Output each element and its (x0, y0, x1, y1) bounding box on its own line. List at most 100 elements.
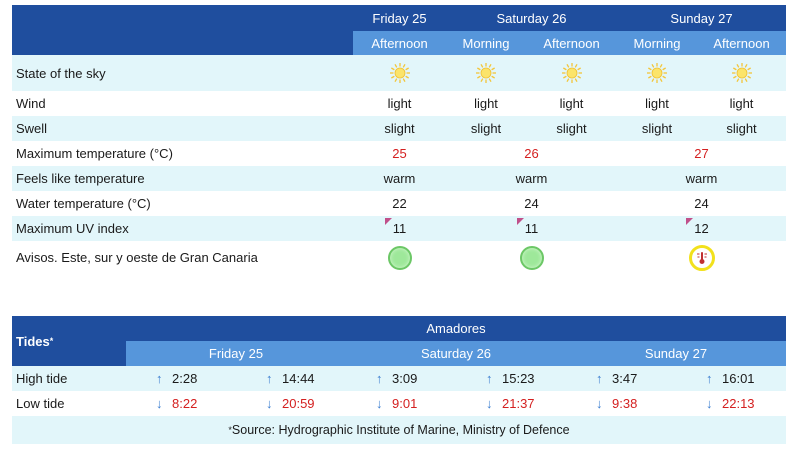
high-tide-time: 15:23 (502, 371, 535, 386)
low-tide-cell: ↓ 20:59 (236, 391, 346, 416)
arrow-up-icon: ↑ (596, 371, 603, 386)
row-label: Water temperature (°C) (16, 196, 151, 211)
high-tide-time: 2:28 (172, 371, 198, 386)
sun-icon[interactable] (475, 62, 497, 84)
row-label: Wind (16, 96, 46, 111)
uv-value[interactable]: 11 (384, 218, 407, 236)
thermometer-icon (696, 252, 707, 264)
uv-value[interactable]: 11 (516, 218, 539, 236)
arrow-up-icon: ↑ (376, 371, 383, 386)
sun-icon[interactable] (389, 62, 411, 84)
warning-cell (446, 241, 617, 275)
period-header: Morning (617, 31, 697, 55)
tides-day-header: Sunday 27 (566, 341, 786, 366)
source-footnote-mark: * (228, 425, 232, 435)
high-tide-cell: ↑ 2:28 (126, 366, 236, 391)
row-max-temperature: Maximum temperature (°C) (12, 141, 786, 166)
tides-day-header: Friday 25 (126, 341, 346, 366)
period-header: Morning (446, 31, 526, 55)
max-temp-value: 27 (694, 146, 709, 161)
sun-icon[interactable] (561, 62, 583, 84)
row-label: State of the sky (16, 65, 106, 81)
row-high-tide: High tide (12, 366, 786, 391)
water-temp-value: 24 (524, 196, 539, 211)
row-label: High tide (16, 371, 68, 386)
arrow-down-icon: ↓ (596, 396, 603, 411)
row-swell: Swell (12, 116, 786, 141)
max-temp-value: 26 (524, 146, 539, 161)
swell-value: slight (726, 121, 757, 136)
arrow-up-icon: ↑ (486, 371, 493, 386)
high-tide-time: 16:01 (722, 371, 755, 386)
period-header: Afternoon (353, 31, 446, 55)
feels-value: warm (685, 171, 718, 186)
row-feels-like: Feels like temperature (12, 166, 786, 191)
low-tide-time: 9:38 (612, 396, 638, 411)
low-tide-cell: ↓ 22:13 (676, 391, 786, 416)
sky-cell (526, 55, 617, 91)
wind-value: light (559, 96, 584, 111)
sun-icon[interactable] (646, 62, 668, 84)
row-label: Maximum UV index (16, 221, 129, 236)
uv-number: 11 (524, 221, 539, 236)
arrow-up-icon: ↑ (266, 371, 273, 386)
tides-day-header: Saturday 26 (346, 341, 566, 366)
period-header: Afternoon (526, 31, 617, 55)
row-wind: Wind (12, 91, 786, 116)
source-text: Source: Hydrographic Institute of Marine… (231, 423, 570, 437)
high-tide-cell: ↑ 3:47 (566, 366, 676, 391)
water-temp-value: 22 (392, 196, 407, 211)
feels-value: warm (383, 171, 416, 186)
uv-number: 11 (392, 221, 407, 236)
wind-value: light (729, 96, 754, 111)
wind-value: light (645, 96, 669, 111)
arrow-up-icon: ↑ (706, 371, 713, 386)
green-warning-icon[interactable] (519, 246, 544, 270)
row-label: Low tide (16, 396, 65, 411)
low-tide-time: 22:13 (722, 396, 755, 411)
warning-cell (617, 241, 786, 275)
tides-title-text: Tides (16, 333, 50, 349)
swell-value: slight (470, 121, 502, 136)
high-tide-cell: ↑ 14:44 (236, 366, 346, 391)
tides-title: Tides * (12, 316, 126, 366)
arrow-down-icon: ↓ (266, 396, 273, 411)
uv-flag-icon (384, 218, 392, 225)
arrow-down-icon: ↓ (706, 396, 713, 411)
uv-value[interactable]: 12 (686, 218, 709, 236)
uv-flag-icon (516, 218, 524, 225)
swell-value: slight (556, 121, 587, 136)
high-tide-time: 3:09 (392, 371, 418, 386)
low-tide-cell: ↓ 8:22 (126, 391, 236, 416)
sky-cell (617, 55, 697, 91)
warning-cell (353, 241, 446, 275)
row-label: Feels like temperature (16, 171, 145, 186)
high-tide-time: 14:44 (282, 371, 315, 386)
low-tide-time: 8:22 (172, 396, 198, 411)
swell-value: slight (641, 121, 673, 136)
sun-icon[interactable] (731, 62, 753, 84)
uv-cell: 11 (353, 216, 446, 241)
tides-title-footnote-mark: * (49, 336, 54, 346)
uv-flag-icon (686, 218, 694, 225)
period-header: Afternoon (697, 31, 786, 55)
high-tide-cell: ↑ 16:01 (676, 366, 786, 391)
row-uv-index: Maximum UV index (12, 216, 786, 241)
low-tide-cell: ↓ 9:01 (346, 391, 456, 416)
swell-value: slight (384, 121, 415, 136)
row-label: Maximum temperature (°C) (16, 146, 173, 161)
wind-value: light (474, 96, 498, 111)
day-header-friday: Friday 25 (353, 5, 446, 31)
sky-cell (446, 55, 526, 91)
arrow-down-icon: ↓ (376, 396, 383, 411)
sky-cell (353, 55, 446, 91)
row-low-tide: Low tide (12, 391, 786, 416)
green-warning-icon[interactable] (387, 246, 412, 270)
sky-cell (697, 55, 786, 91)
weather-header-blank-2 (12, 31, 353, 55)
low-tide-time: 9:01 (392, 396, 418, 411)
low-tide-cell: ↓ 21:37 (456, 391, 566, 416)
heat-warning-icon[interactable] (688, 245, 715, 271)
weather-header-blank (12, 5, 353, 31)
tides-source-note: * Source: Hydrographic Institute of Marin… (12, 416, 786, 444)
